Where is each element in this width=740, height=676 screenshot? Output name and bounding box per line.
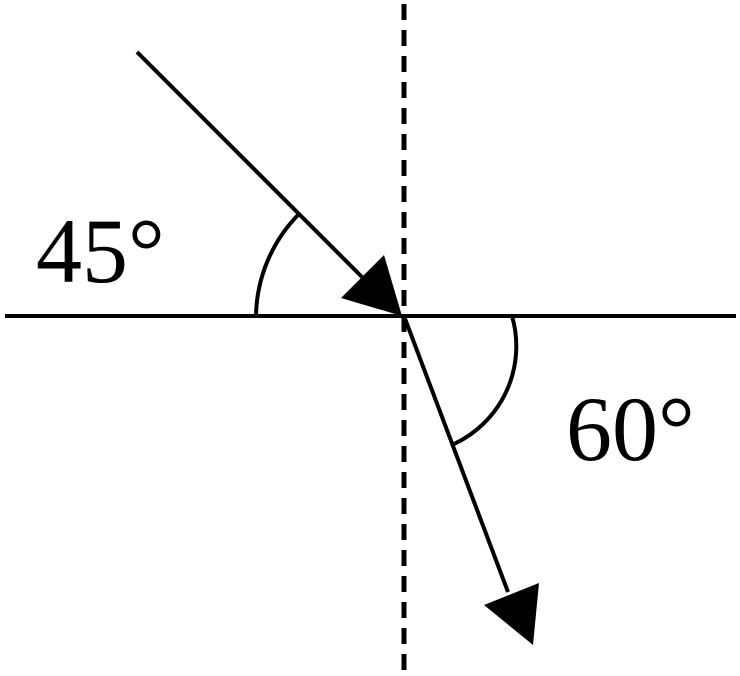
refracted-arrowhead [484, 583, 539, 645]
refracted-angle-label: 60° [566, 378, 695, 480]
incident-angle-label: 45° [36, 200, 165, 302]
incident-angle-arc [254, 212, 301, 317]
refracted-angle-arc [453, 315, 519, 446]
refracted-ray [402, 315, 510, 593]
incident-ray [135, 50, 364, 279]
incident-arrowhead [341, 255, 402, 316]
